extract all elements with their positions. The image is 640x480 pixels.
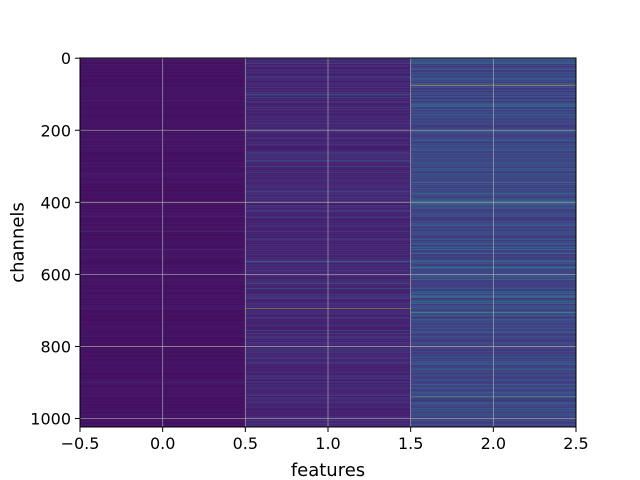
y-tick-label: 800 [40,337,71,356]
x-tick-label: −0.5 [61,434,100,453]
x-tick-label: 2.5 [563,434,588,453]
y-axis: 0 200 400 600 800 1000 [30,49,80,429]
x-tick-label: 0.0 [150,434,175,453]
x-tick-label: 1.0 [315,434,340,453]
y-tick-label: 200 [40,121,71,140]
x-tick-label: 2.0 [481,434,506,453]
y-tick-label: 600 [40,265,71,284]
x-axis-label: features [291,460,365,480]
y-axis-label: channels [7,202,28,283]
x-tick-label: 0.5 [233,434,258,453]
y-tick-label: 1000 [30,410,71,429]
y-tick-label: 0 [61,49,71,68]
plot-area [79,57,577,428]
y-tick-label: 400 [40,193,71,212]
x-tick-label: 1.5 [398,434,423,453]
x-axis: −0.5 0.0 0.5 1.0 1.5 2.0 2.5 [61,427,589,453]
